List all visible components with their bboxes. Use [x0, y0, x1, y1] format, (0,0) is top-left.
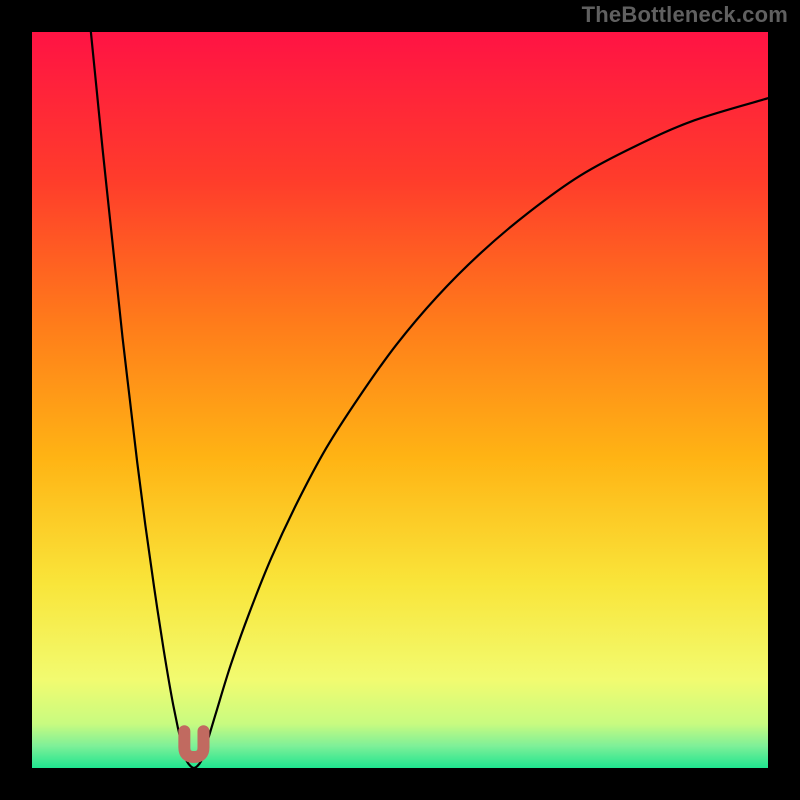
chart-stage: TheBottleneck.com	[0, 0, 800, 800]
watermark-text: TheBottleneck.com	[582, 2, 788, 28]
bottleneck-curve-chart	[0, 0, 800, 800]
plot-gradient-background	[32, 32, 768, 768]
